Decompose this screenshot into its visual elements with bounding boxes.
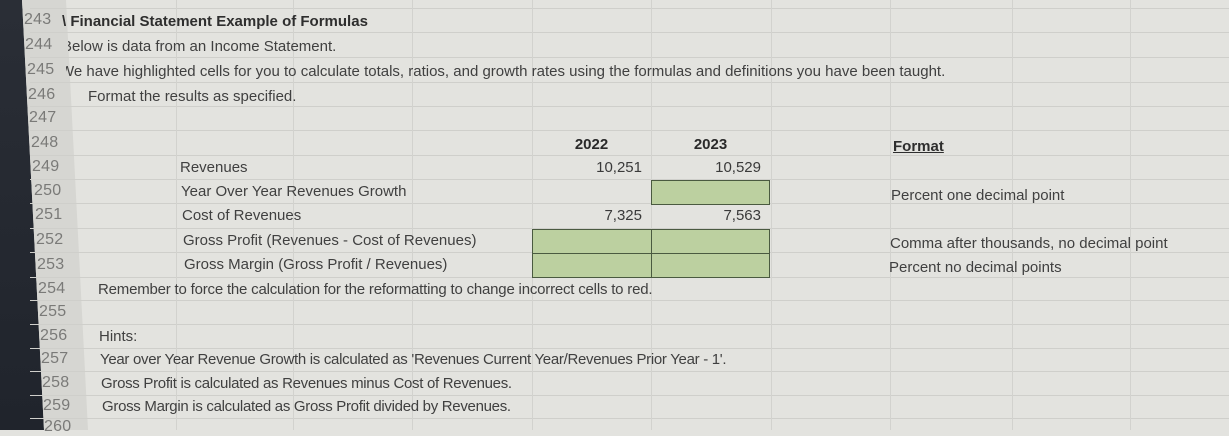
- format-note-yoy-growth[interactable]: Percent one decimal point: [891, 187, 1065, 204]
- intro-line-2[interactable]: We have highlighted cells for you to cal…: [60, 63, 946, 80]
- format-header[interactable]: Format: [893, 138, 944, 155]
- column-header-2022[interactable]: 2022: [574, 136, 609, 153]
- intro-line-3[interactable]: Format the results as specified.: [88, 88, 297, 105]
- input-cell-gross-profit-2022[interactable]: [532, 229, 652, 254]
- row-number[interactable]: 248: [31, 134, 59, 151]
- format-note-gross-margin[interactable]: Percent no decimal points: [889, 259, 1062, 276]
- row-number[interactable]: 256: [40, 327, 68, 344]
- row-number[interactable]: 253: [37, 256, 65, 273]
- row-number[interactable]: 249: [32, 158, 60, 175]
- hint-item[interactable]: Gross Profit is calculated as Revenues m…: [101, 375, 512, 392]
- row-number[interactable]: 247: [29, 109, 57, 126]
- row-number[interactable]: 245: [27, 61, 55, 78]
- row-number[interactable]: 252: [36, 231, 64, 248]
- cell-revenues-2023[interactable]: 10,529: [715, 159, 761, 176]
- input-cell-gross-margin-2022[interactable]: [532, 253, 652, 278]
- sheet-title[interactable]: \ Financial Statement Example of Formula…: [62, 13, 368, 30]
- row-number[interactable]: 257: [41, 350, 69, 367]
- row-number[interactable]: 244: [25, 36, 53, 53]
- cell-cost-2022[interactable]: 7,325: [604, 207, 642, 224]
- row-number[interactable]: 246: [28, 86, 56, 103]
- hint-item[interactable]: Year over Year Revenue Growth is calcula…: [100, 351, 727, 368]
- intro-line-1[interactable]: Below is data from an Income Statement.: [62, 38, 337, 55]
- row-number[interactable]: 255: [39, 303, 67, 320]
- cell-revenues-2022[interactable]: 10,251: [596, 159, 642, 176]
- column-header-2023[interactable]: 2023: [693, 136, 728, 153]
- hint-item[interactable]: Gross Margin is calculated as Gross Prof…: [102, 398, 511, 415]
- row-number[interactable]: 243: [24, 11, 52, 28]
- input-cell-gross-profit-2023[interactable]: [651, 229, 770, 254]
- row-number[interactable]: 250: [34, 182, 62, 199]
- format-note-gross-profit[interactable]: Comma after thousands, no decimal point: [890, 235, 1168, 252]
- row-number[interactable]: 254: [38, 280, 66, 297]
- row-number[interactable]: 260: [44, 418, 72, 435]
- input-cell-gross-margin-2023[interactable]: [651, 253, 770, 278]
- row-number[interactable]: 258: [42, 374, 70, 391]
- input-cell-yoy-growth-2023[interactable]: [651, 180, 770, 205]
- row-label-gross-margin[interactable]: Gross Margin (Gross Profit / Revenues): [184, 256, 448, 273]
- reminder-text[interactable]: Remember to force the calculation for th…: [98, 281, 653, 298]
- row-number[interactable]: 259: [43, 397, 71, 414]
- hints-title[interactable]: Hints:: [99, 328, 138, 345]
- row-label-yoy-growth[interactable]: Year Over Year Revenues Growth: [181, 183, 407, 200]
- row-label-gross-profit[interactable]: Gross Profit (Revenues - Cost of Revenue…: [183, 232, 477, 249]
- row-number[interactable]: 251: [35, 206, 63, 223]
- cell-cost-2023[interactable]: 7,563: [723, 207, 761, 224]
- row-label-cost-of-revenues[interactable]: Cost of Revenues: [182, 207, 302, 224]
- row-label-revenues[interactable]: Revenues: [180, 159, 248, 176]
